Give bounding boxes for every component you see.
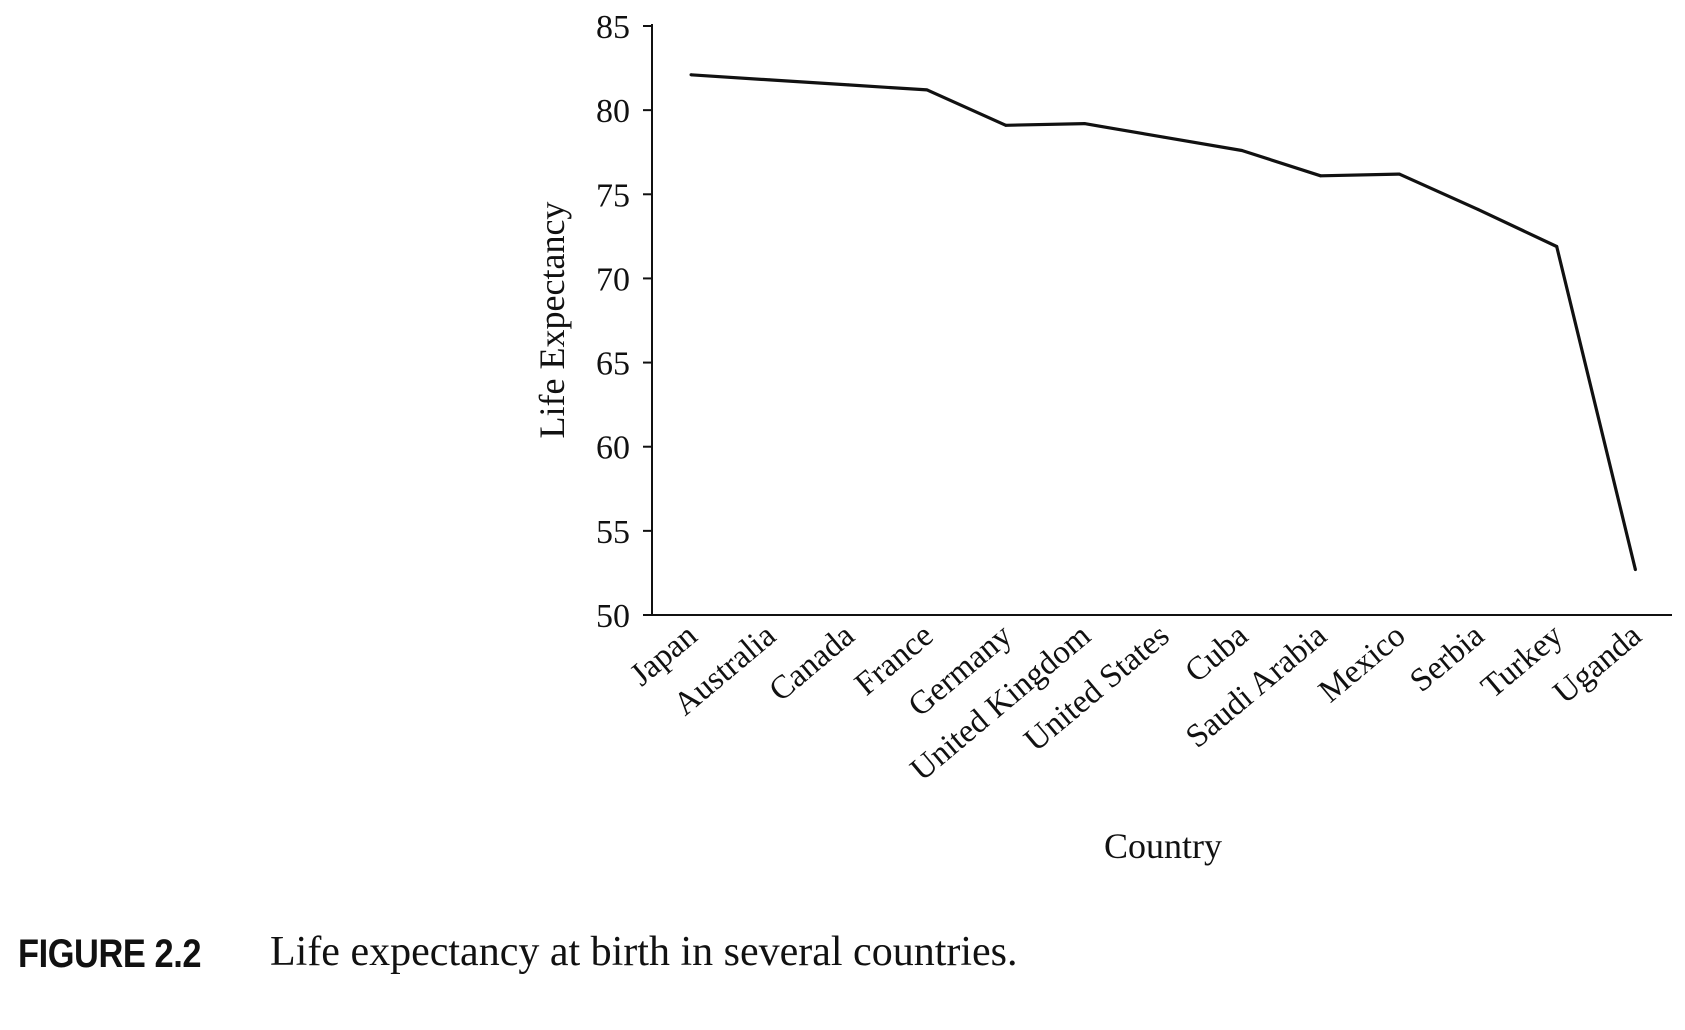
data-point bbox=[1555, 244, 1559, 248]
life-expectancy-series-line bbox=[690, 73, 1637, 570]
y-tick-label: 85 bbox=[596, 9, 630, 46]
y-tick-label: 75 bbox=[596, 177, 630, 214]
y-axis: 50 55 60 65 70 75 80 85 bbox=[596, 9, 653, 635]
x-axis-title: Country bbox=[1104, 826, 1222, 866]
data-point bbox=[1240, 149, 1244, 153]
x-tick-label: Serbia bbox=[1403, 617, 1491, 699]
life-expectancy-line-chart: 50 55 60 65 70 75 80 85 JapanAustraliaCanadaFra… bbox=[532, 9, 1672, 866]
data-point bbox=[846, 83, 850, 87]
y-tick-label: 55 bbox=[596, 514, 630, 551]
x-tick-label: Uganda bbox=[1547, 617, 1649, 711]
data-point bbox=[1161, 135, 1165, 139]
y-tick-label: 60 bbox=[596, 430, 630, 467]
figure-label: FIGURE 2.2 bbox=[18, 932, 202, 976]
y-axis-title: Life Expectancy bbox=[532, 202, 572, 439]
data-point bbox=[1476, 207, 1480, 211]
figure-caption: FIGURE 2.2 Life expectancy at birth in s… bbox=[18, 929, 1018, 977]
figure-caption-text: Life expectancy at birth in several coun… bbox=[270, 929, 1018, 975]
y-tick-label: 80 bbox=[596, 93, 630, 130]
data-point bbox=[1397, 172, 1401, 176]
x-tick-label: Canada bbox=[763, 617, 862, 708]
data-point bbox=[1004, 123, 1008, 127]
data-point bbox=[925, 88, 929, 92]
data-point bbox=[689, 73, 693, 77]
y-tick-label: 65 bbox=[596, 346, 630, 383]
x-axis: JapanAustraliaCanadaFranceGermanyUnited … bbox=[623, 614, 1672, 788]
x-tick-label: Mexico bbox=[1312, 618, 1412, 710]
data-point bbox=[1083, 122, 1086, 126]
data-point bbox=[1319, 174, 1323, 178]
data-point bbox=[768, 78, 772, 82]
y-tick-label: 50 bbox=[596, 598, 630, 635]
data-point bbox=[1633, 568, 1637, 572]
series-group bbox=[689, 73, 1637, 572]
y-tick-label: 70 bbox=[596, 261, 630, 298]
